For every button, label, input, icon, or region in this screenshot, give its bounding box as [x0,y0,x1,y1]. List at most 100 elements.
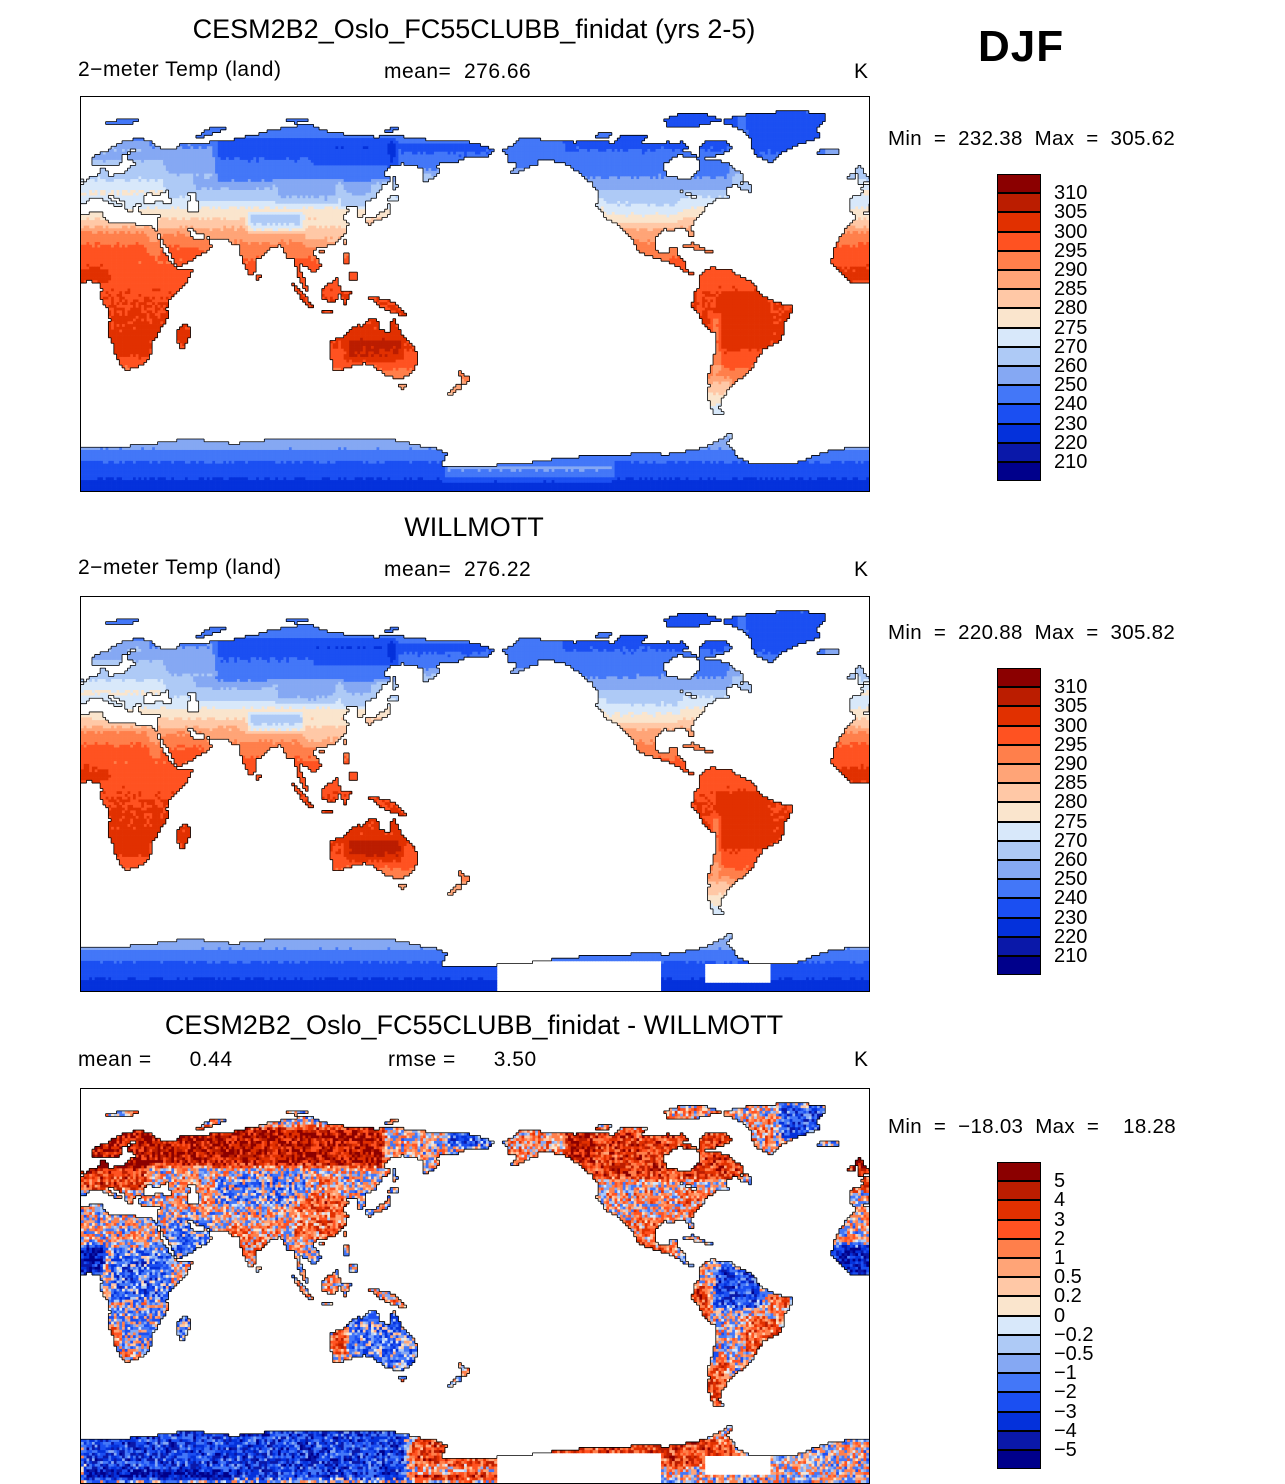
colorbar-tick-label: 240 [1054,887,1088,910]
colorbar-tick-label: 310 [1054,676,1088,699]
colorbar-tick-label: 300 [1054,714,1088,737]
colorbar-tick-label: 260 [1054,849,1088,871]
colorbar-swatch [997,231,1041,251]
colorbar-tick-label: 285 [1054,278,1088,301]
colorbar-diff: 5 4 3 2 1 0.5 0.2 0 −0.2 −0.5 −1 −2 −3 −4 −5 [997,1162,1117,1470]
colorbar-swatch [997,1334,1041,1354]
colorbar-tick-label: 2 [1054,1227,1066,1250]
colorbar-swatch [997,1354,1041,1374]
colorbar-tick-label: 275 [1054,316,1088,339]
colorbar-swatch [997,840,1041,860]
minmax-obs: Min = 220.88 Max = 305.82 [888,621,1176,644]
var-label-obs: 2−meter Temp (land) [78,556,282,579]
colorbar-swatch [997,346,1041,366]
colorbar-tick-label: 270 [1054,829,1088,852]
colorbar-swatch [997,1219,1041,1239]
mean-text-model: mean= 276.66 [384,60,532,83]
mean-text-obs: mean= 276.22 [384,558,532,581]
colorbar-tick-label: 0.5 [1054,1266,1082,1289]
map-canvas-obs [81,597,869,991]
colorbar-swatch [997,462,1041,482]
colorbar-swatch [997,327,1041,347]
map-canvas-diff [81,1089,869,1483]
var-label-model: 2−meter Temp (land) [78,58,282,81]
colorbar-swatch [997,270,1041,290]
colorbar-tick-label: 210 [1054,451,1088,473]
map-obs [80,596,870,992]
colorbar-swatch [997,212,1041,232]
colorbar-swatch [997,956,1041,976]
colorbar-swatch [997,917,1041,937]
colorbar-swatch [997,1238,1041,1258]
colorbar-swatch [997,1277,1041,1297]
colorbar-swatch [997,308,1041,328]
colorbar-swatch [997,174,1041,194]
panel-title-obs: WILLMOTT [404,512,544,542]
colorbar-swatch [997,289,1041,309]
panel-title-model: CESM2B2_Oslo_FC55CLUBB_finidat (yrs 2-5) [192,14,756,44]
colorbar-tick-label: 0 [1054,1304,1066,1327]
colorbar-tick-label: 285 [1054,772,1088,795]
colorbar-swatch [997,1450,1041,1470]
colorbar-tick-label: −2 [1054,1381,1077,1404]
colorbar-tick-label: 230 [1054,412,1088,435]
colorbar-swatch [997,1373,1041,1393]
map-canvas-model [81,97,869,491]
colorbar-tick-label: 250 [1054,374,1088,397]
colorbar-tick-label: 305 [1054,201,1088,224]
colorbar-swatch [997,1392,1041,1412]
colorbar-swatch [997,725,1041,745]
colorbar-swatch [997,860,1041,880]
colorbar-tick-label: 290 [1054,753,1088,775]
colorbar-tick-label: 250 [1054,868,1088,891]
colorbar-swatch [997,1258,1041,1278]
season-label: DJF [978,22,1065,71]
colorbar-tick-label: 220 [1054,925,1088,948]
colorbar-tick-label: 1 [1054,1247,1066,1269]
colorbar-swatch [997,668,1041,688]
rmse-text-diff: rmse = 3.50 [388,1048,537,1071]
colorbar-swatch [997,1200,1041,1220]
colorbar-swatch [997,687,1041,707]
colorbar-tick-label: 5 [1054,1170,1066,1193]
colorbar-swatch [997,385,1041,405]
colorbar-swatch [997,802,1041,822]
colorbar-tick-label: 280 [1054,297,1088,320]
unit-label-model: K [853,60,868,83]
colorbar-tick-label: 260 [1054,355,1088,377]
colorbar-tick-label: 4 [1054,1189,1066,1212]
colorbar-tick-label: 270 [1054,335,1088,358]
colorbar-swatch [997,821,1041,841]
mean-text-diff: mean = 0.44 [78,1048,233,1071]
colorbar-swatch [997,706,1041,726]
colorbar-swatch [997,423,1041,443]
colorbar-tick-label: 300 [1054,220,1088,243]
colorbar-swatch [997,366,1041,386]
colorbar-tick-label: 240 [1054,393,1088,416]
colorbar-tick-label: 290 [1054,259,1088,281]
colorbar-swatch [997,1430,1041,1450]
colorbar-obs: 310 305 300 295 290 285 280 275 270 260 250 240 230 2… [997,668,1117,976]
colorbar-tick-label: 210 [1054,945,1088,967]
colorbar-tick-label: 310 [1054,182,1088,205]
colorbar-swatch [997,783,1041,803]
colorbar-swatch [997,193,1041,213]
colorbar-swatch [997,1411,1041,1431]
colorbar-swatch [997,1162,1041,1182]
colorbar-swatch [997,936,1041,956]
colorbar-tick-label: 305 [1054,695,1088,718]
colorbar-tick-label: −3 [1054,1400,1077,1423]
colorbar-swatch [997,404,1041,424]
colorbar-tick-label: −4 [1054,1419,1077,1442]
colorbar-tick-label: 275 [1054,810,1088,833]
colorbar-tick-label: 280 [1054,791,1088,814]
colorbar-swatch [997,898,1041,918]
map-model [80,96,870,492]
colorbar-tick-label: 0.2 [1054,1285,1082,1308]
colorbar-tick-label: 230 [1054,906,1088,929]
minmax-model: Min = 232.38 Max = 305.62 [888,127,1176,150]
colorbar-model: 310 305 300 295 290 285 280 275 270 260 250 240 230 2… [997,174,1117,482]
colorbar-swatch [997,250,1041,270]
unit-label-diff: K [853,1048,868,1071]
colorbar-swatch [997,744,1041,764]
